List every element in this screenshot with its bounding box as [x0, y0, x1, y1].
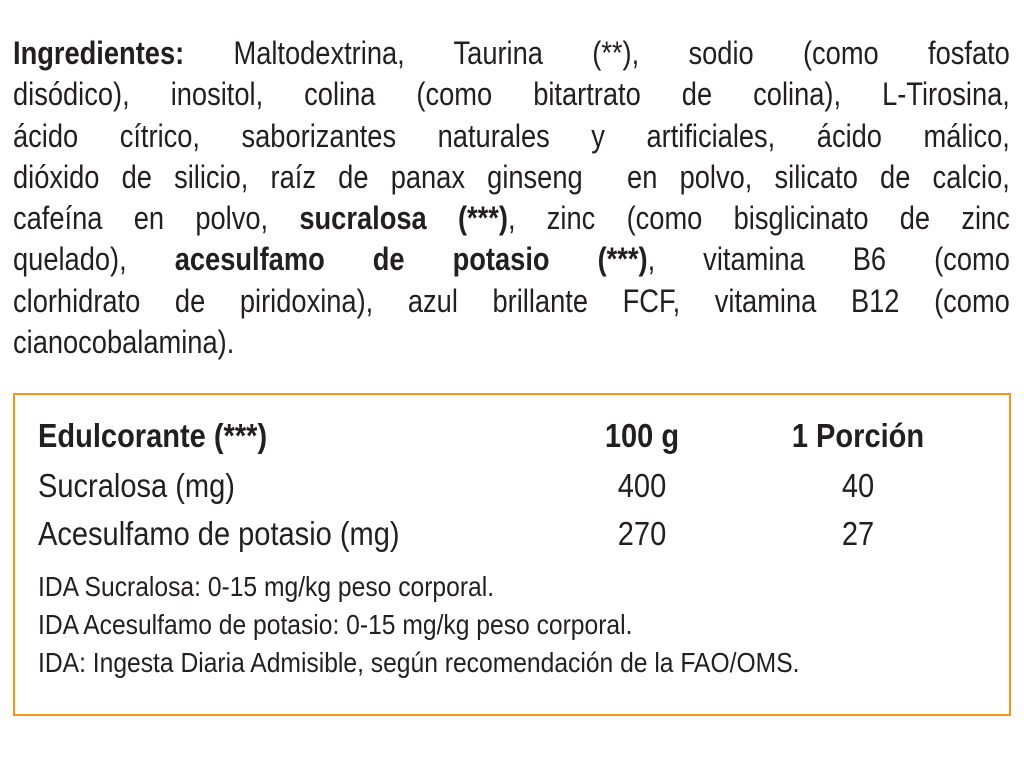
bold-text: Ingredientes: [13, 35, 185, 71]
table-row: Sucralosa (mg) 400 40 [15, 467, 1009, 511]
bold-text: acesulfamo de potasio (***) [174, 241, 648, 278]
ingredients-line: cafeína en polvo, sucralosa (***), zinc … [13, 198, 1010, 239]
ingredients-line: quelado), acesulfamo de potasio (***), v… [13, 239, 1010, 280]
text: quelado), [13, 241, 175, 278]
note-ida-definition: IDA: Ingesta Diaria Admisible, según rec… [38, 647, 800, 678]
ingredients-line: clorhidrato de piridoxina), azul brillan… [13, 281, 1010, 322]
text: disódico), inositol, colina (como bitart… [13, 76, 1010, 113]
row-label: Acesulfamo de potasio (mg) [38, 515, 400, 552]
ingredients-line: disódico), inositol, colina (como bitart… [13, 74, 1010, 115]
note-acesulfame: IDA Acesulfamo de potasio: 0-15 mg/kg pe… [38, 609, 633, 640]
header-100g: 100 g [604, 417, 680, 454]
ingredients-paragraph: Ingredientes: Maltodextrina, Taurina (**… [13, 33, 1010, 363]
header-label: Edulcorante (***) [38, 417, 268, 454]
sweetener-table: Edulcorante (***) 100 g 1 Porción Sucral… [13, 393, 1011, 716]
table-row: Acesulfamo de potasio (mg) 270 27 [15, 515, 1009, 559]
text: , zinc (como bisglicinato de zinc [507, 200, 1010, 237]
text: clorhidrato de piridoxina), azul brillan… [13, 282, 1010, 319]
note-sucralose: IDA Sucralosa: 0-15 mg/kg peso corporal. [38, 571, 495, 602]
text: cianocobalamina). [13, 324, 235, 361]
row-100g: 400 [617, 467, 667, 504]
text: dióxido de silicio, raíz de panax ginsen… [13, 158, 1010, 195]
text: , vitamina B6 (como [647, 241, 1010, 278]
row-portion: 27 [841, 515, 875, 552]
bold-text: sucralosa (***) [299, 200, 508, 237]
table-header: Edulcorante (***) 100 g 1 Porción [15, 417, 1009, 461]
header-portion: 1 Porción [791, 417, 925, 454]
text: cafeína en polvo, [13, 200, 300, 237]
row-100g: 270 [617, 515, 667, 552]
row-portion: 40 [841, 467, 875, 504]
text: ácido cítrico, saborizantes naturales y … [13, 117, 1010, 154]
ingredients-line: cianocobalamina). [13, 322, 1010, 363]
text: Maltodextrina, Taurina (**), sodio (como… [184, 35, 1010, 71]
ingredients-line: Ingredientes: Maltodextrina, Taurina (**… [13, 33, 1010, 74]
row-label: Sucralosa (mg) [38, 467, 235, 504]
ingredients-line: dióxido de silicio, raíz de panax ginsen… [13, 157, 1010, 198]
ingredients-line: ácido cítrico, saborizantes naturales y … [13, 116, 1010, 157]
